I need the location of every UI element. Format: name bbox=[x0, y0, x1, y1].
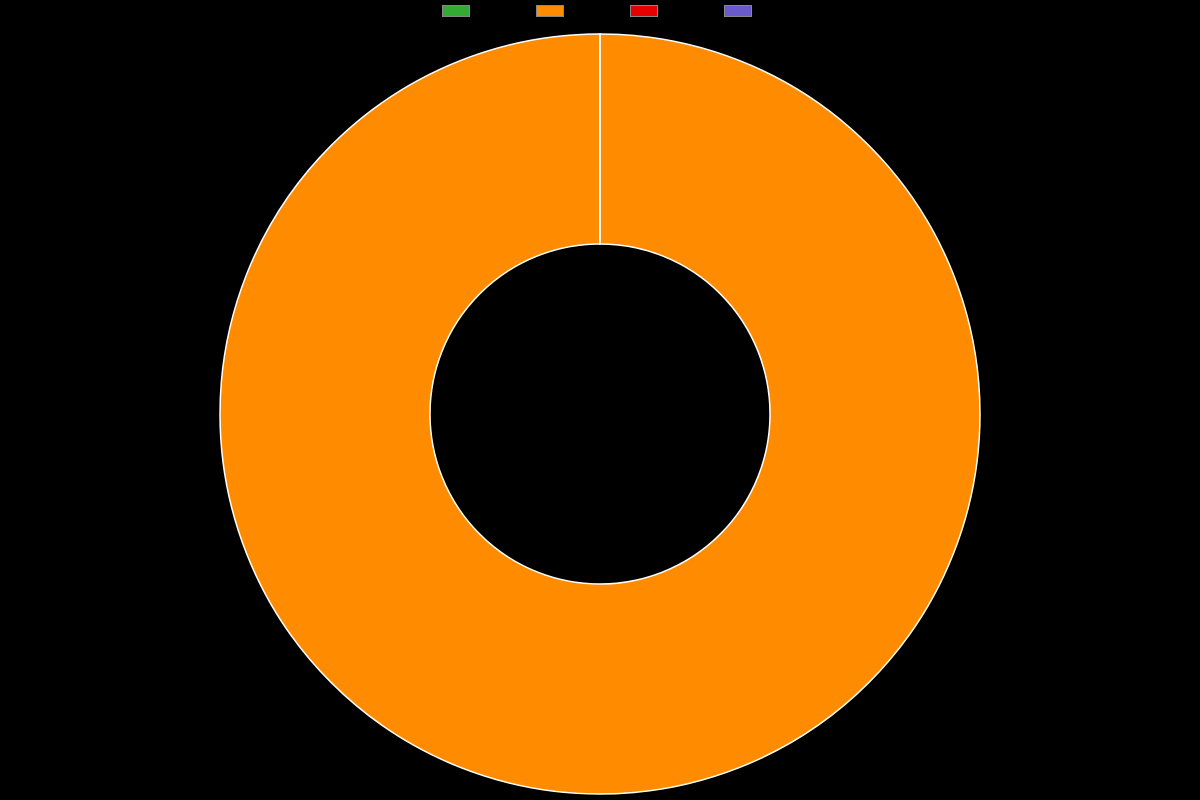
legend-swatch bbox=[536, 5, 564, 17]
donut-svg bbox=[0, 28, 1200, 800]
legend-item bbox=[442, 5, 476, 17]
legend-swatch bbox=[724, 5, 752, 17]
legend-item bbox=[724, 5, 758, 17]
donut-chart-container bbox=[0, 0, 1200, 800]
donut-wrap bbox=[0, 28, 1200, 800]
legend-item bbox=[630, 5, 664, 17]
legend-swatch bbox=[630, 5, 658, 17]
legend-item bbox=[536, 5, 570, 17]
legend-swatch bbox=[442, 5, 470, 17]
legend bbox=[0, 5, 1200, 17]
